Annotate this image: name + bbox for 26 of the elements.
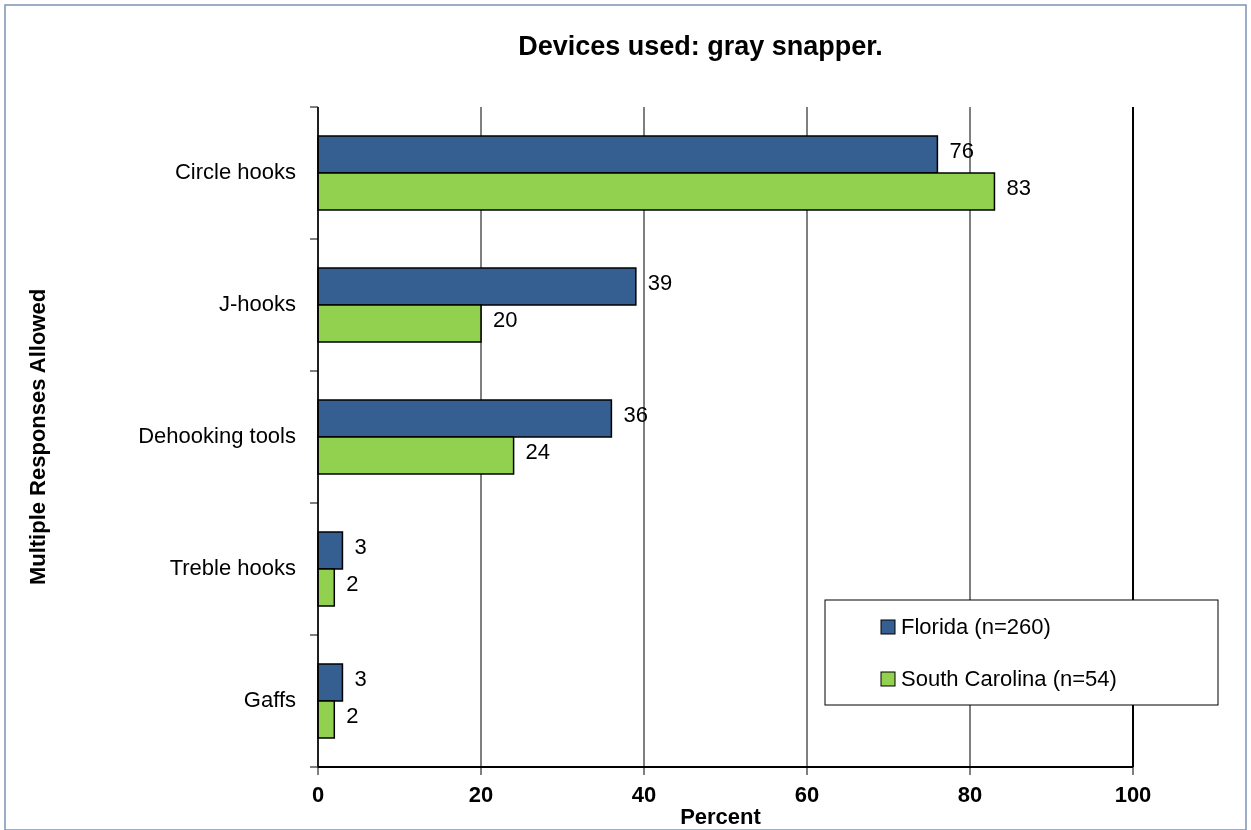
data-label: 83 bbox=[1006, 175, 1031, 201]
x-tick-label: 60 bbox=[794, 782, 820, 807]
y-tick-label: Circle hooks bbox=[174, 158, 296, 184]
data-label: 76 bbox=[949, 138, 974, 164]
x-tick-label: 100 bbox=[1114, 782, 1152, 807]
chart-title: Devices used: gray snapper. bbox=[518, 31, 883, 61]
x-tick-label: 80 bbox=[957, 782, 983, 807]
data-label: 3 bbox=[354, 534, 367, 560]
data-label: 2 bbox=[346, 703, 359, 729]
legend-label: Florida (n=260) bbox=[901, 613, 1051, 639]
x-tick-label: 40 bbox=[631, 782, 657, 807]
y-tick-label: Gaffs bbox=[243, 686, 296, 712]
y-tick-label: Dehooking tools bbox=[138, 422, 296, 448]
x-tick-label: 20 bbox=[468, 782, 494, 807]
data-label: 20 bbox=[493, 307, 518, 333]
data-label: 2 bbox=[346, 571, 359, 597]
data-label: 3 bbox=[354, 666, 367, 692]
legend-label: South Carolina (n=54) bbox=[901, 665, 1117, 691]
y-tick-label: J-hooks bbox=[218, 290, 296, 316]
data-label: 39 bbox=[647, 270, 673, 296]
x-axis-title: Percent bbox=[680, 804, 762, 829]
data-label: 36 bbox=[623, 402, 648, 428]
y-tick-label: Treble hooks bbox=[169, 554, 296, 580]
x-tick-label: 0 bbox=[311, 782, 325, 807]
data-label: 24 bbox=[525, 439, 551, 465]
y-axis-title: Multiple Responses Allowed bbox=[25, 288, 50, 586]
